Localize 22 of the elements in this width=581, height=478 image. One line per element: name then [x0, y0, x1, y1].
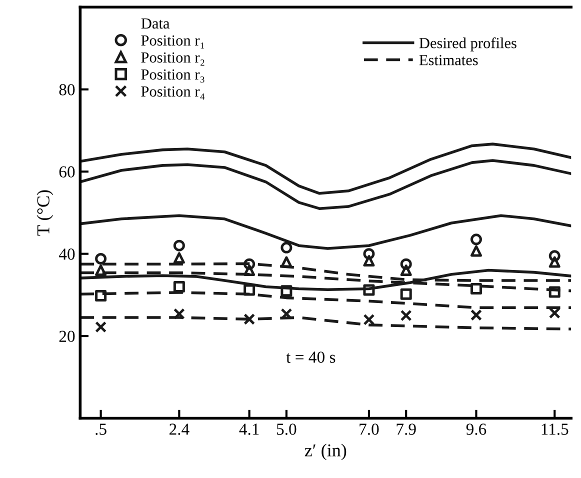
x-axis-title: z′ (in): [304, 444, 346, 460]
x-tick-label: .5: [96, 424, 106, 435]
legend-label: Estimates: [419, 55, 478, 66]
legend-label: Desired profiles: [419, 37, 516, 52]
legend-label: Position r₄: [141, 86, 205, 100]
legend-label: Position r₃: [141, 69, 204, 83]
x-tick-label: 7.0: [360, 424, 379, 435]
x-tick-label: 9.6: [466, 424, 486, 435]
legend-label: Position r₁: [141, 35, 204, 49]
legend-title: Data: [141, 18, 170, 29]
y-tick-label: 60: [59, 166, 75, 178]
y-tick-label: 40: [58, 248, 75, 260]
x-tick-label: 4.1: [239, 424, 259, 435]
y-tick-label: 80: [59, 84, 75, 96]
x-tick-label: 11.5: [542, 424, 568, 435]
y-tick-label: 20: [59, 330, 75, 342]
x-tick-label: 5.0: [277, 424, 296, 435]
x-tick-label: 2.4: [170, 424, 190, 435]
legend-label: Position r₂: [141, 52, 204, 66]
annotation: t = 40 s: [286, 352, 336, 363]
x-tick-label: 7.9: [396, 424, 416, 435]
y-axis-title: T (°C): [36, 190, 54, 236]
